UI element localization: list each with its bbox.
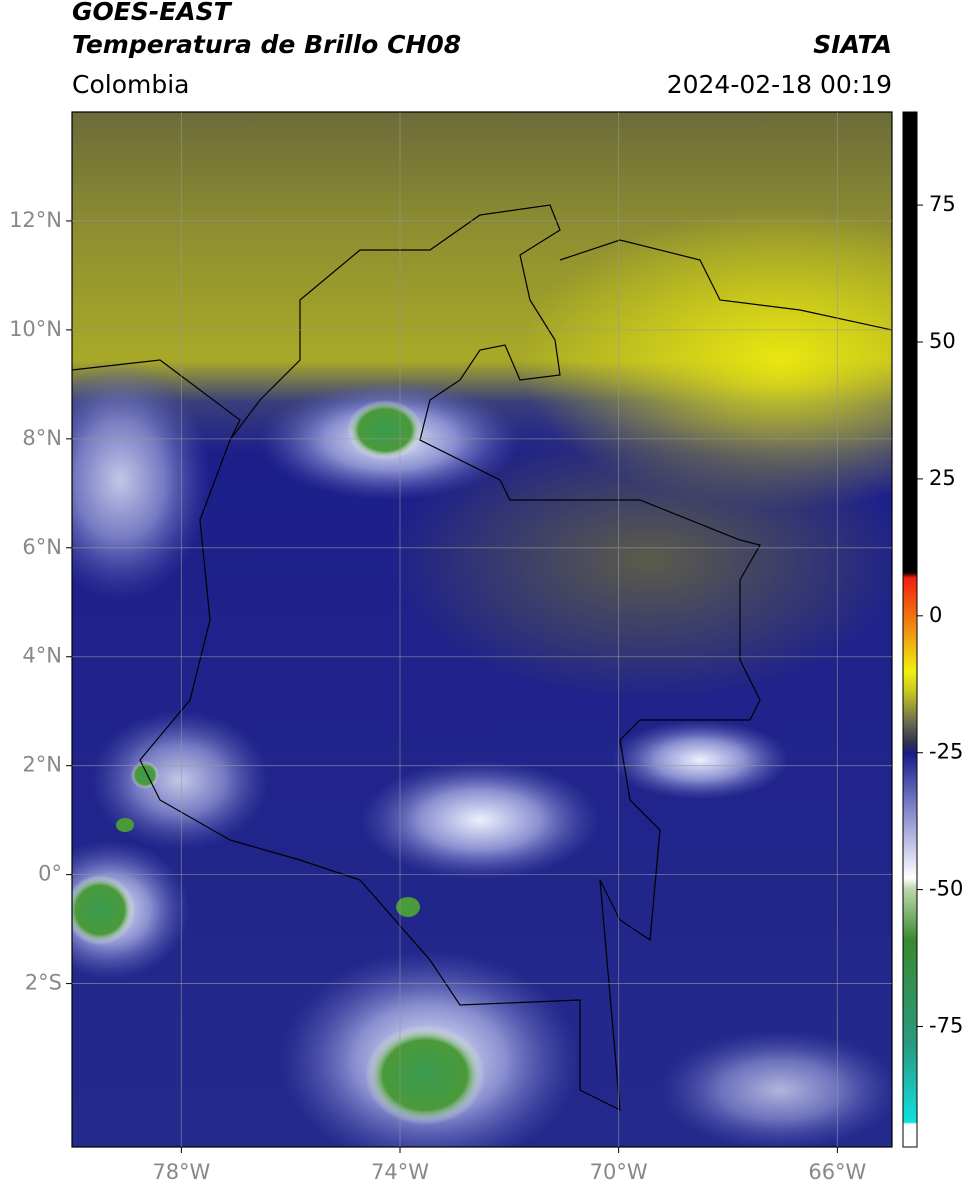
region: Colombia <box>72 70 190 99</box>
y-tick-label: 6°N <box>22 535 62 559</box>
colorbar <box>902 111 918 1148</box>
subtitle: Temperatura de Brillo CH08 <box>72 30 462 59</box>
colorbar-label: 0 <box>929 603 942 627</box>
colorbar-label: 25 <box>929 466 956 490</box>
datetime: 2024-02-18 00:19 <box>666 70 892 99</box>
colorbar-label: 50 <box>929 329 956 353</box>
x-tick-label: 66°W <box>808 1160 866 1184</box>
x-tick-label: 78°W <box>152 1160 210 1184</box>
x-tick-label: 70°W <box>590 1160 648 1184</box>
x-tick-label: 74°W <box>371 1160 429 1184</box>
y-tick-label: 10°N <box>9 317 62 341</box>
title: GOES-EAST <box>72 0 231 26</box>
y-tick-label: 2°S <box>25 971 62 995</box>
y-tick-label: 8°N <box>22 426 62 450</box>
satellite-image <box>72 112 892 1147</box>
colorbar-label: 75 <box>929 192 956 216</box>
source: SIATA <box>813 30 892 59</box>
y-tick-label: 0° <box>38 862 62 886</box>
map-frame <box>71 111 893 1148</box>
y-tick-label: 2°N <box>22 753 62 777</box>
colorbar-label: -50 <box>929 877 963 901</box>
y-tick-label: 12°N <box>9 208 62 232</box>
y-tick-label: 4°N <box>22 644 62 668</box>
colorbar-label: -25 <box>929 740 963 764</box>
colorbar-label: -75 <box>929 1014 963 1038</box>
